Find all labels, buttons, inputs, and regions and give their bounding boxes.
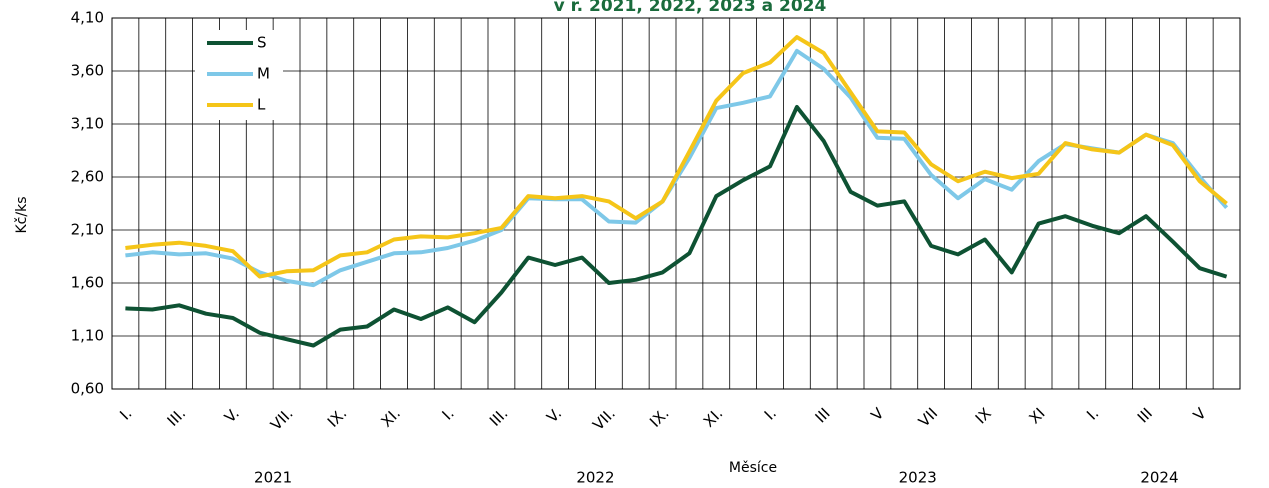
year-label: 2021 <box>254 469 292 487</box>
y-tick-label: 2,10 <box>71 221 104 239</box>
legend-label: L <box>257 96 266 114</box>
y-axis-label: Kč/ks <box>14 197 30 234</box>
y-tick-label: 0,60 <box>71 380 104 398</box>
year-label: 2022 <box>576 469 614 487</box>
chart-title: v r. 2021, 2022, 2023 a 2024 <box>554 0 827 16</box>
y-tick-label: 1,10 <box>71 327 104 345</box>
x-tick-label: XI. <box>700 404 726 430</box>
x-tick-label: IX <box>972 404 995 427</box>
x-tick-label: III <box>1134 404 1156 426</box>
y-tick-label: 4,10 <box>71 9 104 27</box>
y-tick-label: 3,10 <box>71 115 104 133</box>
x-tick-label: V <box>867 404 888 425</box>
x-tick-label: XI. <box>378 404 404 430</box>
x-tick-label: I. <box>438 404 457 423</box>
x-tick-label: III <box>812 404 834 426</box>
y-tick-label: 3,60 <box>71 62 104 80</box>
x-tick-label: I. <box>761 404 780 423</box>
year-label: 2024 <box>1140 469 1178 487</box>
x-tick-label: I. <box>116 404 135 423</box>
x-tick-label: V. <box>221 404 243 426</box>
line-series <box>125 105 1228 348</box>
legend-label: S <box>257 34 267 52</box>
x-tick-label: III. <box>486 404 511 429</box>
x-tick-label: I. <box>1083 404 1102 423</box>
y-tick-label: 1,60 <box>71 274 104 292</box>
year-label: 2023 <box>899 469 937 487</box>
x-tick-label: V. <box>543 404 565 426</box>
x-tick-label: III. <box>164 404 189 429</box>
x-tick-label: IX. <box>324 404 350 430</box>
x-tick-label: VII. <box>589 404 619 434</box>
line-series <box>125 35 1228 279</box>
x-tick-label: XI <box>1025 404 1048 427</box>
x-tick-label: IX. <box>646 404 672 430</box>
legend-label: M <box>257 65 270 83</box>
x-axis-label: Měsíce <box>729 460 777 476</box>
y-tick-label: 2,60 <box>71 168 104 186</box>
x-tick-label: V <box>1190 404 1211 425</box>
x-tick-label: VII <box>915 404 941 430</box>
x-tick-label: VII. <box>267 404 297 434</box>
